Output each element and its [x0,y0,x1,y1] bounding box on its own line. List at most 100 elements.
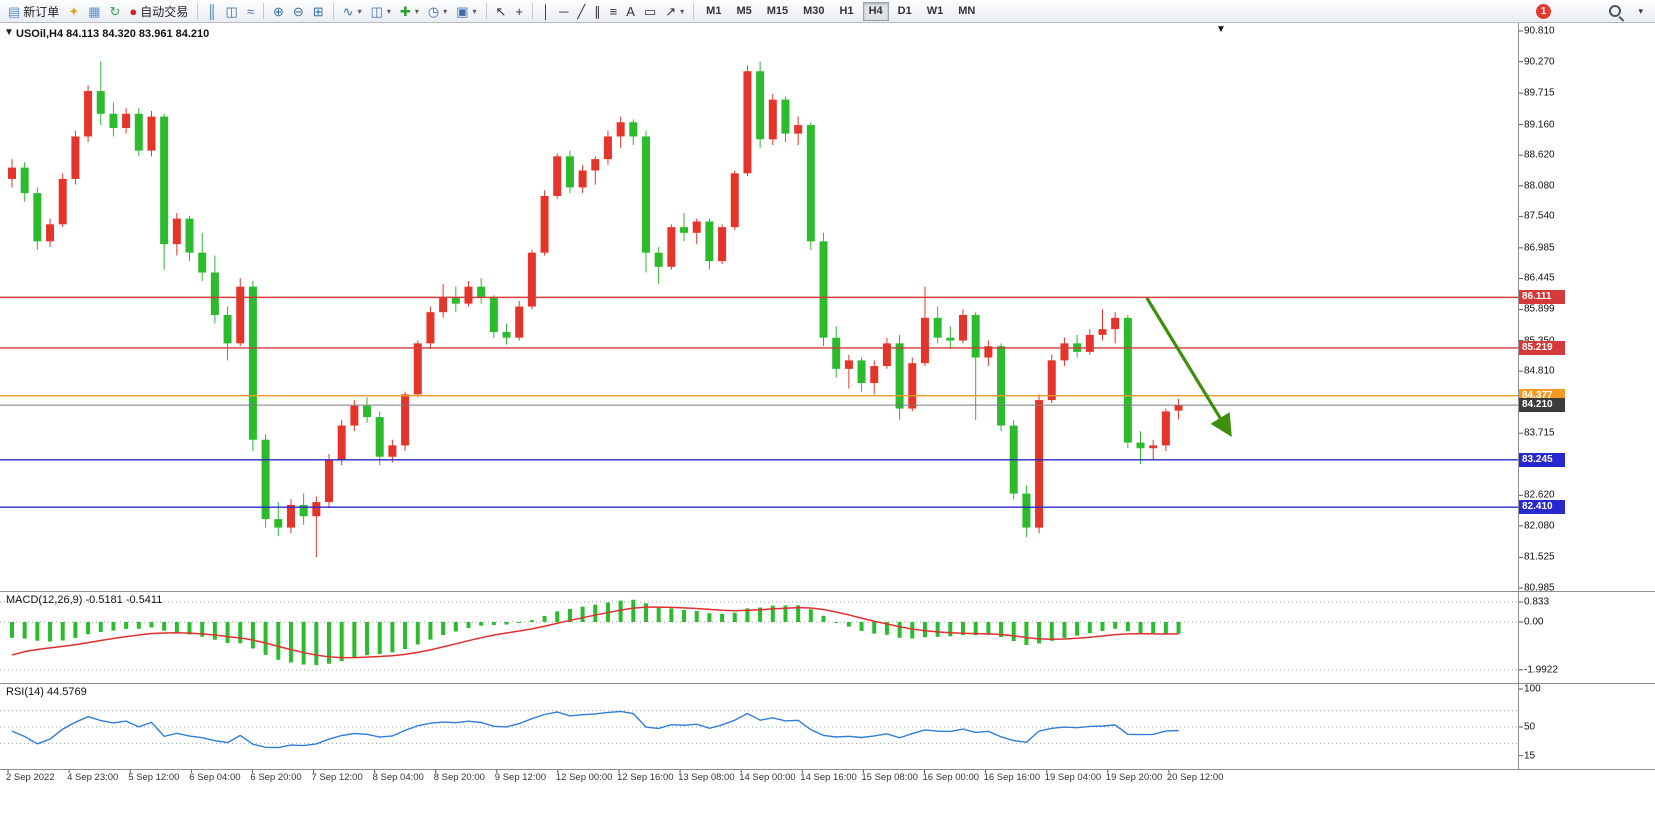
rsi-name-label: RSI(14) [6,686,44,698]
chevron-down-icon: ▾ [357,6,362,16]
vertical-line-icon: │ [542,3,551,19]
macd-axis-label: 0.833 [1524,596,1550,608]
periods-button[interactable]: ◷ ▾ [424,1,451,22]
line-chart-button[interactable]: ≈ [243,1,258,22]
macd-pane[interactable] [0,592,1518,682]
pane-resize-handle[interactable] [0,681,1518,686]
grid-button[interactable]: ⊞ [309,1,328,22]
price-axis-label: 81.525 [1524,551,1555,563]
timeframe-button-mn[interactable]: MN [958,4,976,17]
zoom-out-button[interactable]: ⊖ [289,1,308,22]
zoom-in-button[interactable]: ⊕ [269,1,288,22]
timeframe-button-m30[interactable]: M30 [803,4,825,17]
price-axis-label: 90.270 [1524,56,1555,68]
objects-list-icon: ◫ [370,3,383,19]
templates-button[interactable]: ▣ ▾ [452,1,480,22]
time-axis-label: 13 Sep 08:00 [678,772,735,783]
arrows-button[interactable]: ↗ ▾ [661,1,688,22]
candlestick-chart-icon: ◫ [225,3,238,19]
refresh-icon-button[interactable]: ↻ [106,1,125,22]
trendline-icon: ╱ [577,3,586,19]
timeframe-button-h4[interactable]: H4 [862,1,889,21]
time-axis-label: 14 Sep 16:00 [800,772,857,783]
rsi-axis-label: 100 [1524,683,1541,695]
new-order-button[interactable]: ▤ 新订单 [4,1,63,22]
chart-window-icon-button[interactable]: ✦ [64,1,83,22]
objects-list-button[interactable]: ◫ ▾ [367,1,395,22]
chart-title: USOil,H4 84.113 84.320 83.961 84.210 [16,28,209,40]
time-axis-label: 16 Sep 16:00 [983,772,1041,783]
fibonacci-button[interactable]: ≡ [606,1,622,22]
price-axis-label: 82.080 [1524,520,1555,532]
bar-chart-button[interactable]: ║ [203,1,220,22]
toolbar-separator [693,3,695,19]
timeframe-button-m15[interactable]: M15 [766,4,789,17]
indicators-list-button[interactable]: ∿ ▾ [339,1,366,22]
time-axis-label: 6 Sep 04:00 [189,772,241,783]
chevron-down-icon: ▾ [680,6,685,16]
time-axis-label: 19 Sep 20:00 [1105,772,1163,783]
rsi-indicator-label: RSI(14) 44.5769 [6,686,87,698]
channel-icon: ∥ [594,3,601,19]
timeframe-button-d1[interactable]: D1 [897,4,912,17]
time-axis-label: 15 Sep 08:00 [861,772,918,783]
price-axis-label: 90.810 [1524,25,1555,37]
price-axis-label: 83.715 [1524,427,1555,439]
rsi-value-label: 44.5769 [46,686,87,698]
add-indicator-icon: ✚ [399,3,411,19]
rsi-axis-label: 50 [1524,721,1536,733]
crosshair-icon: + [515,3,523,19]
cursor-icon: ↖ [495,3,507,19]
price-line-label: 85.219 [1519,340,1565,355]
rsi-axis-label: 15 [1524,750,1536,762]
vertical-line-button[interactable]: │ [538,1,554,22]
time-axis-label: 9 Sep 12:00 [494,772,547,783]
templates-icon: ▣ [456,3,469,19]
trendline-button[interactable]: ╱ [573,1,589,22]
toolbar-separator [485,3,487,19]
chevron-down-icon: ▾ [386,6,391,16]
timeframe-button-h1[interactable]: H1 [839,4,854,17]
price-line-label: 82.410 [1519,500,1565,515]
rsi-pane[interactable] [0,684,1518,768]
timeframe-button-m1[interactable]: M1 [706,4,722,17]
time-axis-label: 2 Sep 2022 [6,772,55,783]
time-axis-label: 5 Sep 12:00 [128,772,180,783]
one-click-trading-toggle[interactable]: ▼ [4,27,14,38]
cursor-button[interactable]: ↖ [492,1,511,22]
search-icon[interactable] [1609,5,1621,17]
candlestick-chart-button[interactable]: ◫ [222,1,242,22]
shapes-icon: ▭ [643,3,657,19]
price-line-label: 83.245 [1519,452,1565,467]
text-button[interactable]: A [622,1,639,22]
terminal-icon-button[interactable]: ▦ [84,1,104,22]
toolbar-separator [197,3,199,19]
autotrading-button[interactable]: ● 自动交易 [125,1,192,22]
timeframe-button-w1[interactable]: W1 [926,4,944,17]
chart-window-icon-icon: ✦ [68,3,80,19]
channel-button[interactable]: ∥ [590,1,605,22]
crosshair-button[interactable]: + [511,1,527,22]
price-axis-label: 84.810 [1524,365,1555,377]
time-axis-label: 20 Sep 12:00 [1166,772,1224,783]
shapes-button[interactable]: ▭ [640,1,660,22]
timeframe-button-m5[interactable]: M5 [736,4,752,17]
pane-separator [0,683,1655,684]
new-order-icon: ▤ [8,3,21,19]
chart-shift-marker[interactable]: ▼ [1216,24,1226,35]
macd-values-label: -0.5181 -0.5411 [85,594,163,606]
time-axis-label: 12 Sep 00:00 [555,772,613,783]
time-axis-label: 8 Sep 20:00 [433,772,485,783]
macd-axis-label: 0.00 [1524,616,1544,628]
price-axis-label: 82.620 [1524,489,1555,501]
pane-resize-handle[interactable] [0,589,1518,594]
add-indicator-button[interactable]: ✚ ▾ [396,1,423,22]
horizontal-line-button[interactable]: ─ [555,1,572,22]
symbol-period-label: USOil,H4 [16,28,64,40]
time-axis-separator [0,769,1655,770]
notification-badge[interactable]: 1 [1536,4,1551,19]
main-chart-pane[interactable] [0,23,1518,591]
price-axis-label: 89.715 [1524,87,1555,99]
toolbar-overflow-caret-icon[interactable]: ▾ [1638,6,1643,16]
